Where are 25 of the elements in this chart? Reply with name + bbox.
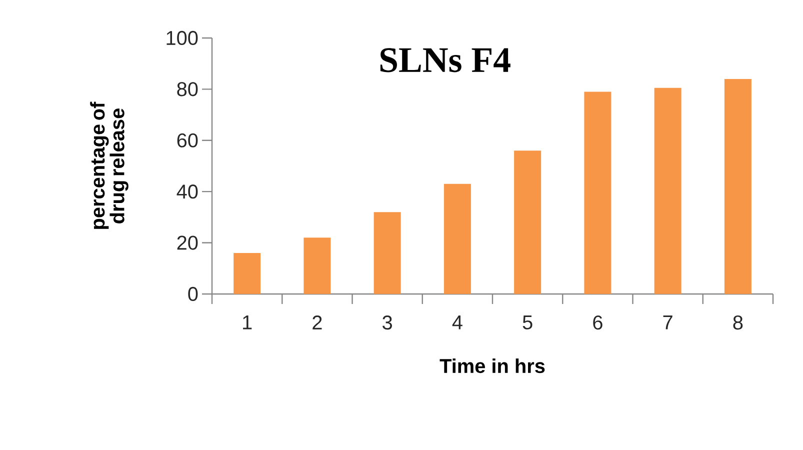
x-tick-label: 4 — [452, 316, 462, 330]
bar — [304, 238, 331, 294]
x-tick-label: 3 — [382, 316, 392, 330]
y-tick-label: 80 — [177, 82, 198, 96]
y-axis-title: percentage of drug release — [90, 102, 128, 229]
bar — [444, 184, 471, 294]
bar — [654, 88, 682, 294]
y-tick-label: 20 — [177, 236, 198, 250]
bar — [724, 78, 752, 294]
x-axis-title: Time in hrs — [440, 358, 545, 374]
x-tick-label: 5 — [522, 316, 532, 330]
chart-title: SLNs F4 — [380, 48, 510, 72]
y-tick-label: 100 — [166, 30, 198, 46]
x-tick-label: 1 — [243, 316, 252, 330]
x-tick-label: 7 — [663, 316, 672, 330]
bar — [584, 92, 612, 294]
bar — [374, 212, 401, 294]
bar — [234, 253, 261, 294]
y-tick-label: 40 — [176, 184, 198, 199]
y-tick-label: 60 — [177, 133, 198, 148]
bar — [514, 150, 542, 294]
x-tick-label: 8 — [733, 316, 743, 330]
x-tick-label: 6 — [593, 316, 602, 330]
x-tick-label: 2 — [312, 316, 322, 330]
y-tick-label: 0 — [188, 286, 198, 302]
